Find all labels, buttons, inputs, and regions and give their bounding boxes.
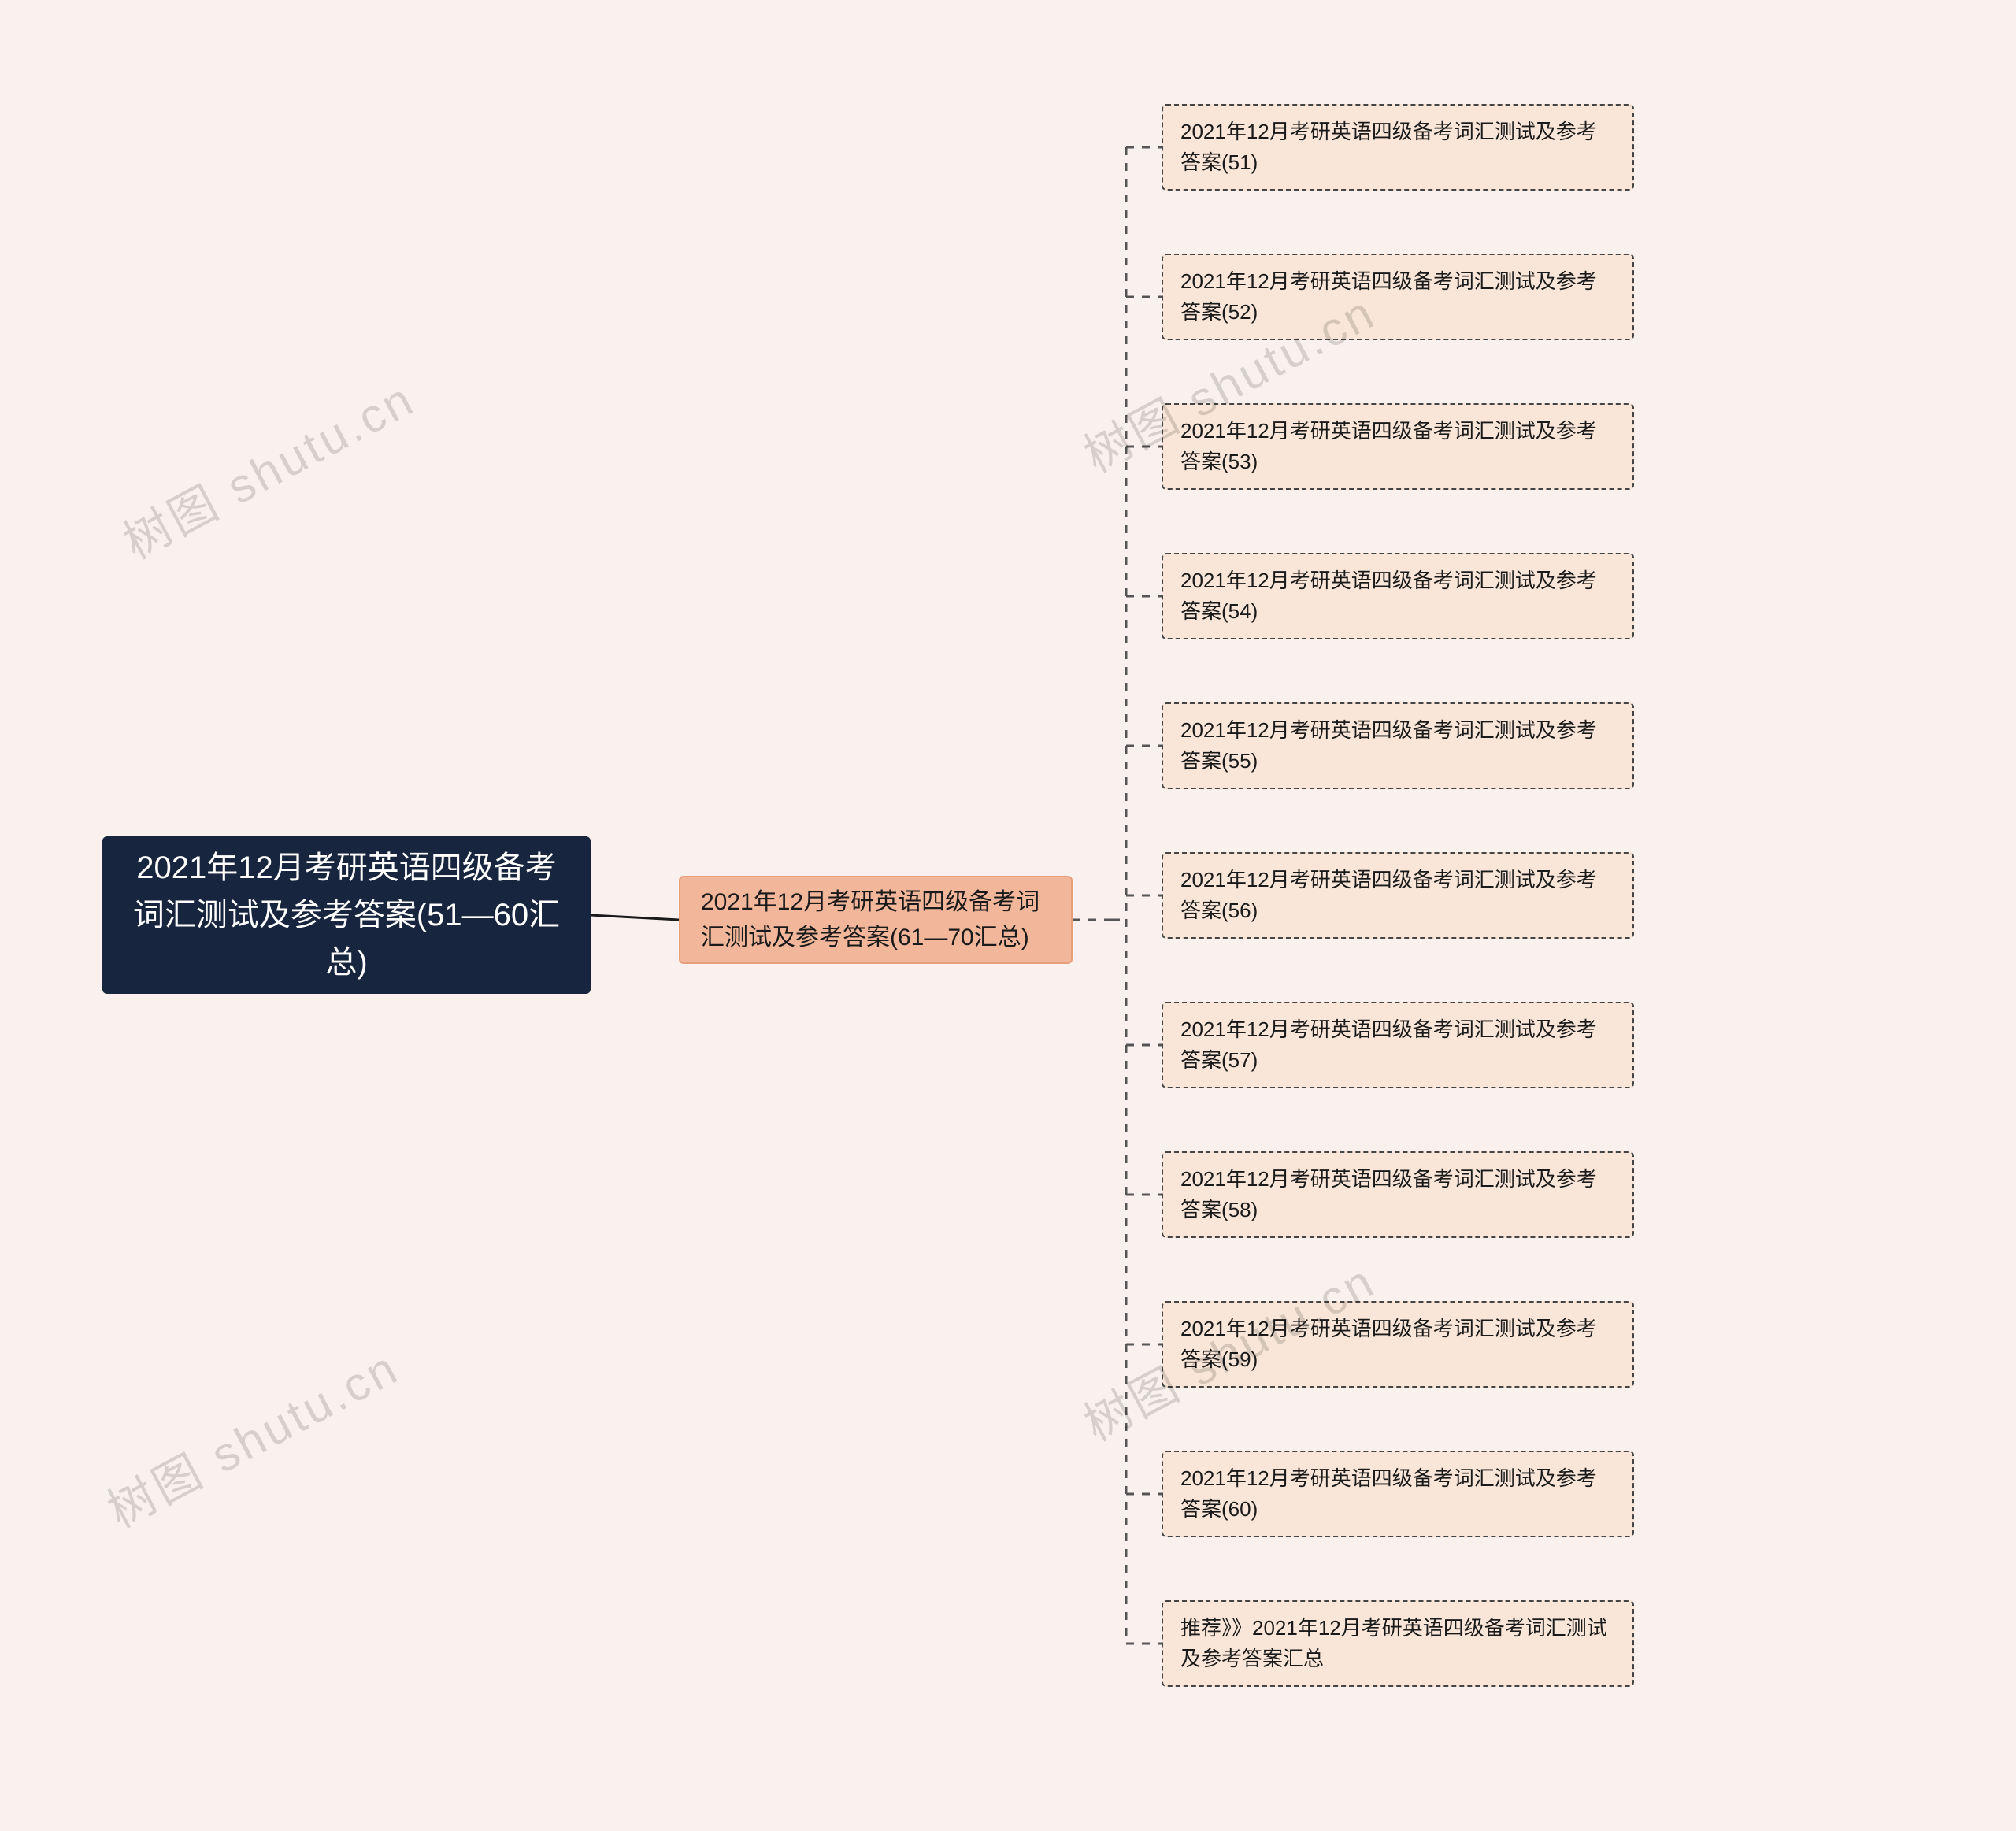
leaf-node[interactable]: 2021年12月考研英语四级备考词汇测试及参考答案(58) (1162, 1151, 1634, 1238)
leaf-node[interactable]: 2021年12月考研英语四级备考词汇测试及参考答案(52) (1162, 254, 1634, 340)
leaf-node[interactable]: 2021年12月考研英语四级备考词汇测试及参考答案(59) (1162, 1301, 1634, 1388)
leaf-node-label: 2021年12月考研英语四级备考词汇测试及参考答案(57) (1180, 1014, 1615, 1076)
leaf-node[interactable]: 2021年12月考研英语四级备考词汇测试及参考答案(55) (1162, 702, 1634, 789)
mindmap-canvas: 2021年12月考研英语四级备考词汇测试及参考答案(51—60汇总) 2021年… (0, 0, 2016, 1831)
leaf-node-label: 2021年12月考研英语四级备考词汇测试及参考答案(53) (1180, 416, 1615, 477)
root-node-label: 2021年12月考研英语四级备考词汇测试及参考答案(51—60汇总) (126, 844, 567, 986)
leaf-node[interactable]: 2021年12月考研英语四级备考词汇测试及参考答案(60) (1162, 1451, 1634, 1537)
level1-node[interactable]: 2021年12月考研英语四级备考词汇测试及参考答案(61—70汇总) (679, 876, 1073, 964)
leaf-node[interactable]: 2021年12月考研英语四级备考词汇测试及参考答案(54) (1162, 553, 1634, 639)
leaf-node-label: 2021年12月考研英语四级备考词汇测试及参考答案(54) (1180, 565, 1615, 627)
leaf-node[interactable]: 2021年12月考研英语四级备考词汇测试及参考答案(57) (1162, 1002, 1634, 1088)
leaf-node[interactable]: 2021年12月考研英语四级备考词汇测试及参考答案(56) (1162, 852, 1634, 939)
leaf-node[interactable]: 2021年12月考研英语四级备考词汇测试及参考答案(53) (1162, 403, 1634, 490)
leaf-node-label: 2021年12月考研英语四级备考词汇测试及参考答案(52) (1180, 266, 1615, 328)
leaf-node-label: 2021年12月考研英语四级备考词汇测试及参考答案(51) (1180, 117, 1615, 178)
leaf-node-label: 2021年12月考研英语四级备考词汇测试及参考答案(58) (1180, 1164, 1615, 1225)
watermark-text: 树图 shutu.cn (109, 361, 425, 573)
level1-node-label: 2021年12月考研英语四级备考词汇测试及参考答案(61—70汇总) (701, 884, 1051, 955)
leaf-node-label: 2021年12月考研英语四级备考词汇测试及参考答案(55) (1180, 715, 1615, 777)
leaf-node-label: 2021年12月考研英语四级备考词汇测试及参考答案(60) (1180, 1463, 1615, 1525)
leaf-node-label: 2021年12月考研英语四级备考词汇测试及参考答案(59) (1180, 1314, 1615, 1375)
leaf-node-label: 推荐》》2021年12月考研英语四级备考词汇测试及参考答案汇总 (1180, 1613, 1615, 1674)
leaf-node-label: 2021年12月考研英语四级备考词汇测试及参考答案(56) (1180, 865, 1615, 926)
root-node[interactable]: 2021年12月考研英语四级备考词汇测试及参考答案(51—60汇总) (102, 836, 591, 994)
leaf-node[interactable]: 推荐》》2021年12月考研英语四级备考词汇测试及参考答案汇总 (1162, 1600, 1634, 1687)
watermark-text: 树图 shutu.cn (94, 1330, 410, 1541)
leaf-node[interactable]: 2021年12月考研英语四级备考词汇测试及参考答案(51) (1162, 104, 1634, 191)
